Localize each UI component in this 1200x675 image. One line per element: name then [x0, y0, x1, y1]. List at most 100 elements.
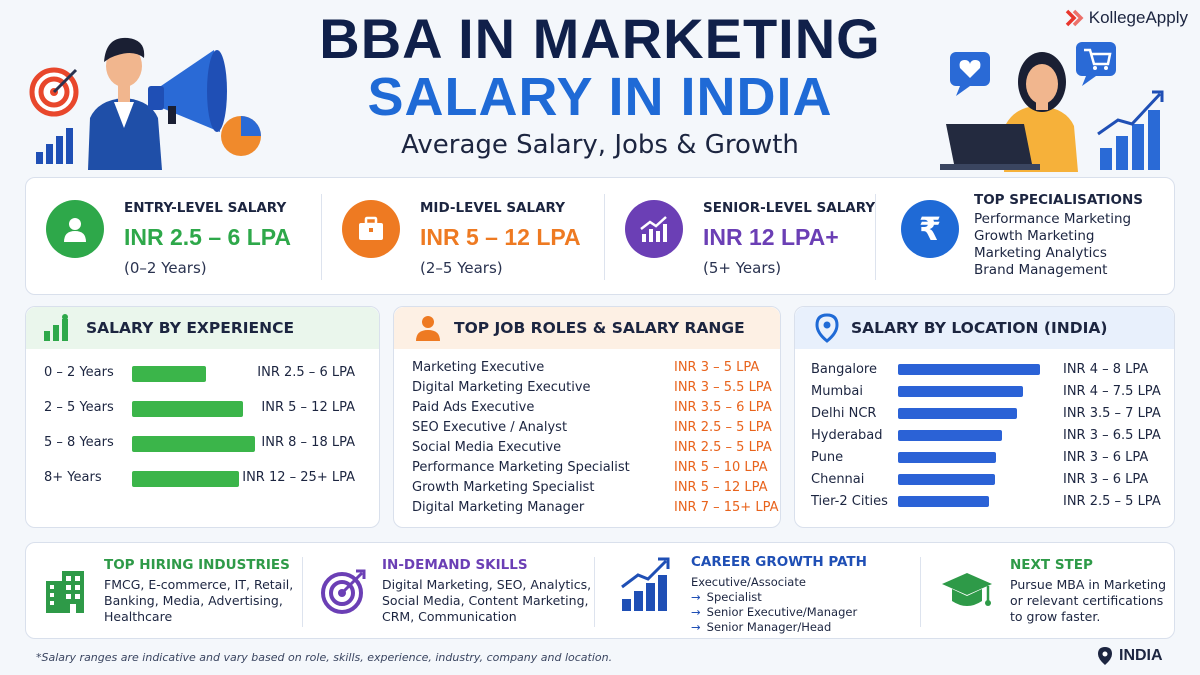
job-role-salary: INR 3 – 5.5 LPA — [674, 380, 772, 395]
specialisation-item: Marketing Analytics — [974, 245, 1107, 261]
job-role-salary: INR 3 – 5 LPA — [674, 360, 760, 375]
location-value: INR 3 – 6 LPA — [1063, 472, 1149, 487]
entry-level-label: ENTRY-LEVEL SALARY — [124, 200, 287, 216]
skills-text: Digital Marketing, SEO, Analytics, Social… — [382, 577, 592, 624]
senior-level-years: (5+ Years) — [703, 259, 782, 277]
location-city: Bangalore — [811, 362, 877, 377]
job-role-salary: INR 5 – 12 LPA — [674, 480, 768, 495]
entry-level-value: INR 2.5 – 6 LPA — [124, 224, 292, 250]
location-value: INR 3 – 6 LPA — [1063, 450, 1149, 465]
location-value: INR 3.5 – 7 LPA — [1063, 406, 1161, 421]
job-role-name: Digital Marketing Manager — [412, 500, 585, 515]
location-pin-icon — [815, 313, 839, 343]
target-icon — [321, 569, 366, 614]
country-label: INDIA — [1097, 646, 1163, 666]
laptop-icon — [940, 124, 1040, 170]
summary-card: ENTRY-LEVEL SALARY INR 2.5 – 6 LPA (0–2 … — [25, 177, 1175, 295]
person-icon — [46, 200, 104, 258]
location-bar — [898, 474, 995, 485]
target-icon — [29, 67, 79, 117]
location-value: INR 3 – 6.5 LPA — [1063, 428, 1161, 443]
graduation-cap-icon — [942, 573, 992, 606]
experience-value: INR 2.5 – 6 LPA — [257, 365, 355, 380]
experience-bar — [132, 366, 206, 382]
brand-logo: KollegeApply — [1065, 8, 1188, 28]
divider — [302, 557, 303, 627]
experience-label: 8+ Years — [44, 470, 102, 485]
location-city: Tier-2 Cities — [811, 494, 888, 509]
pie-chart-icon — [221, 116, 261, 156]
experience-label: 0 – 2 Years — [44, 365, 114, 380]
location-value: INR 4 – 7.5 LPA — [1063, 384, 1161, 399]
job-role-salary: INR 5 – 10 LPA — [674, 460, 768, 475]
senior-level-stat: SENIOR-LEVEL SALARY INR 12 LPA+ (5+ Year… — [605, 178, 875, 296]
salary-by-experience-panel: SALARY BY EXPERIENCE 0 – 2 Years INR 2.5 … — [25, 306, 380, 528]
location-city: Delhi NCR — [811, 406, 877, 421]
panel-header: TOP JOB ROLES & SALARY RANGE — [394, 307, 780, 349]
senior-level-label: SENIOR-LEVEL SALARY — [703, 200, 876, 216]
senior-level-value: INR 12 LPA+ — [703, 224, 839, 250]
growth-path: Executive/Associate → Specialist → Senior … — [691, 575, 857, 635]
experience-chart-icon — [44, 314, 68, 341]
specialisations-list: TOP SPECIALISATIONS Performance Marketin… — [974, 192, 1143, 279]
megaphone-icon — [148, 50, 227, 132]
experience-label: 5 – 8 Years — [44, 435, 114, 450]
salary-by-location-panel: SALARY BY LOCATION (INDIA) Bangalore INR … — [794, 306, 1175, 528]
location-bar — [898, 452, 996, 463]
job-role-salary: INR 3.5 – 6 LPA — [674, 400, 772, 415]
next-step-text: Pursue MBA in Marketing or relevant certi… — [1010, 577, 1167, 624]
growth-step: → Specialist — [691, 590, 762, 604]
job-role-name: Marketing Executive — [412, 360, 545, 375]
marketer-megaphone-illustration — [29, 37, 261, 170]
growth-stairs-icon — [621, 557, 670, 611]
bottom-info-card: TOP HIRING INDUSTRIES FMCG, E-commerce, … — [25, 542, 1175, 639]
growth-title: CAREER GROWTH PATH — [691, 554, 867, 570]
location-city: Chennai — [811, 472, 865, 487]
skills-title: IN-DEMAND SKILLS — [382, 557, 528, 573]
experience-label: 2 – 5 Years — [44, 400, 114, 415]
cart-bubble-icon — [1076, 42, 1116, 86]
divider — [604, 194, 605, 280]
location-city: Hyderabad — [811, 428, 883, 443]
title-line-2: SALARY IN INDIA — [367, 67, 833, 127]
subtitle: Average Salary, Jobs & Growth — [401, 130, 799, 160]
location-city: Mumbai — [811, 384, 863, 399]
job-role-name: SEO Executive / Analyst — [412, 420, 568, 435]
panel-header: SALARY BY LOCATION (INDIA) — [795, 307, 1174, 349]
title-line-1: BBA IN MARKETING — [319, 7, 881, 70]
job-role-name: Social Media Executive — [412, 440, 562, 455]
divider — [920, 557, 921, 627]
specialisation-item: Performance Marketing — [974, 211, 1132, 227]
job-person-icon — [416, 316, 440, 341]
mid-level-years: (2–5 Years) — [420, 259, 503, 277]
experience-bar — [132, 471, 239, 487]
location-bar — [898, 496, 989, 507]
growth-chart-icon — [625, 200, 683, 258]
divider — [321, 194, 322, 280]
person-icon — [88, 37, 162, 170]
divider — [875, 194, 876, 280]
specialisation-item: Brand Management — [974, 262, 1108, 278]
specialisation-item: Growth Marketing — [974, 228, 1095, 244]
mid-level-stat: MID-LEVEL SALARY INR 5 – 12 LPA (2–5 Yea… — [322, 178, 604, 296]
next-step-title: NEXT STEP — [1010, 557, 1093, 573]
mid-level-label: MID-LEVEL SALARY — [420, 200, 565, 216]
growth-step: → Senior Executive/Manager — [691, 605, 858, 619]
job-role-name: Growth Marketing Specialist — [412, 480, 595, 495]
job-role-name: Performance Marketing Specialist — [412, 460, 630, 475]
footnote: *Salary ranges are indicative and vary b… — [36, 651, 613, 664]
industries-text: FMCG, E-commerce, IT, Retail, Banking, Me… — [104, 577, 294, 624]
entry-level-stat: ENTRY-LEVEL SALARY INR 2.5 – 6 LPA (0–2 … — [26, 178, 321, 296]
location-bar — [898, 430, 1002, 441]
location-bar — [898, 408, 1017, 419]
briefcase-icon — [342, 200, 400, 258]
location-value: INR 2.5 – 5 LPA — [1063, 494, 1161, 509]
industries-title: TOP HIRING INDUSTRIES — [104, 557, 290, 573]
kollegeapply-logo-icon — [1065, 9, 1084, 27]
entry-level-years: (0–2 Years) — [124, 259, 207, 277]
job-role-name: Digital Marketing Executive — [412, 380, 591, 395]
growth-step: Executive/Associate — [691, 575, 806, 589]
specialisations-stat: ₹ — [881, 178, 1171, 296]
rupee-icon: ₹ — [901, 200, 959, 258]
location-city: Pune — [811, 450, 844, 465]
